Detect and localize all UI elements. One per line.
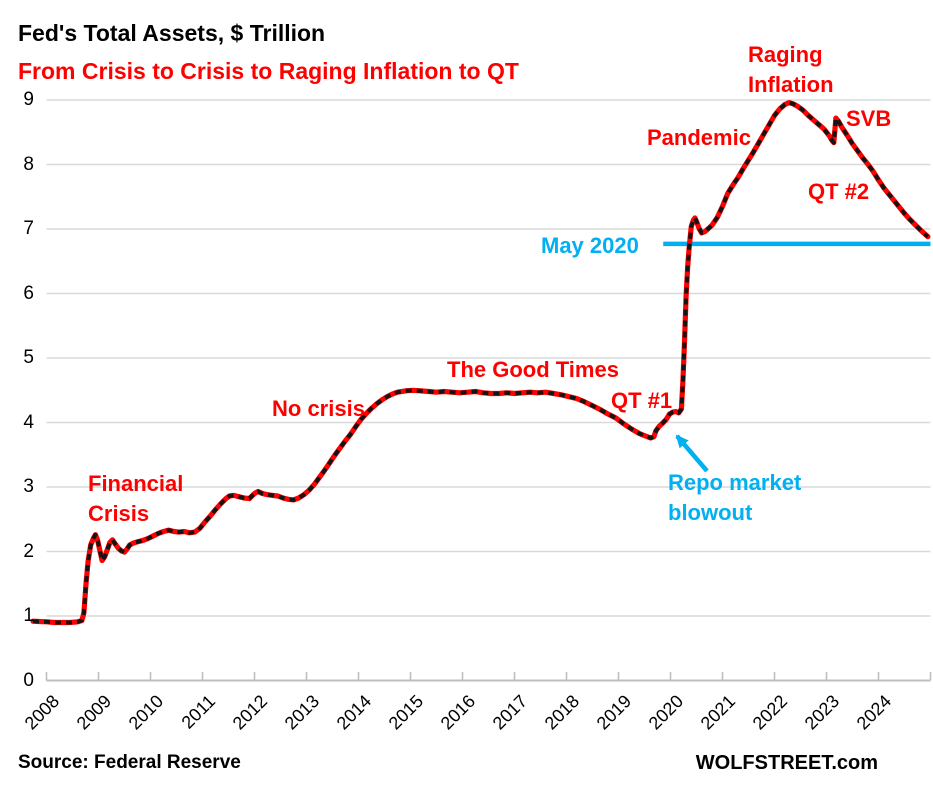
series-line-black-dashes bbox=[32, 100, 930, 625]
y-axis-label-8: 8 bbox=[23, 153, 34, 175]
y-axis-label-2: 2 bbox=[23, 540, 34, 562]
annotation-may-2020: May 2020 bbox=[541, 233, 639, 258]
annotation-no-crisis: No crisis bbox=[272, 396, 365, 421]
annotation-raging-inflation: Raging Inflation bbox=[748, 42, 834, 97]
brand-wolfstreet: WOLFSTREET.com bbox=[695, 752, 878, 774]
y-axis-label-6: 6 bbox=[23, 282, 34, 304]
y-axis-label-0: 0 bbox=[23, 669, 34, 691]
annotation-repo-market-blowout: Repo market blowout bbox=[668, 470, 802, 525]
y-axis-label-1: 1 bbox=[23, 605, 34, 626]
chart-title: Fed's Total Assets, $ Trillion bbox=[18, 20, 326, 46]
repo-blowout-arrow bbox=[675, 434, 709, 473]
x-axis-ticks bbox=[45, 672, 932, 681]
y-axis-label-7: 7 bbox=[23, 218, 34, 239]
annotation-qt-1: QT #1 bbox=[611, 388, 673, 413]
gridlines bbox=[46, 99, 931, 617]
annotation-qt-2: QT #2 bbox=[808, 179, 870, 204]
annotation-financial-crisis: Financial Crisis bbox=[88, 471, 184, 526]
y-axis-label-4: 4 bbox=[23, 411, 34, 433]
annotation-the-good-times: The Good Times bbox=[447, 357, 619, 382]
y-axis-label-9: 9 bbox=[23, 89, 34, 110]
y-axis-label-3: 3 bbox=[23, 476, 34, 497]
annotation-pandemic: Pandemic bbox=[647, 125, 751, 150]
chart-subtitle: From Crisis to Crisis to Raging Inflatio… bbox=[18, 58, 519, 84]
y-axis-label-5: 5 bbox=[23, 347, 34, 368]
annotation-svb: SVB bbox=[846, 106, 892, 131]
source-note: Source: Federal Reserve bbox=[18, 752, 241, 773]
